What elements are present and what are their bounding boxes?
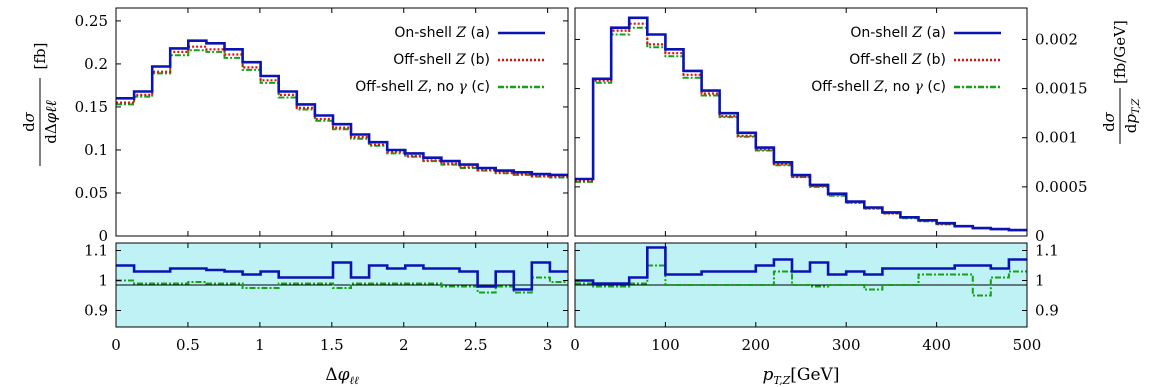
legend-right: On-shell Z (a) Off-shell Z (b) Off-shell… bbox=[811, 25, 1001, 95]
legend-label-no-gamma: Off-shell Z, no γ (c) bbox=[355, 79, 490, 95]
frame-main-right bbox=[574, 7, 1028, 237]
frame-main-left bbox=[115, 7, 569, 237]
xtick-label: 500 bbox=[1013, 336, 1042, 354]
xtick-label: 200 bbox=[741, 336, 770, 354]
series-main-right-1 bbox=[575, 22, 1027, 232]
svg-text:[fb]: [fb] bbox=[31, 43, 49, 70]
legend-label-no-gamma: Off-shell Z, no γ (c) bbox=[811, 79, 946, 95]
y-axis-label-right: dσ dpT,Z [fb/GeV] bbox=[1100, 20, 1142, 144]
ytick-label: 0.002 bbox=[1035, 30, 1078, 48]
ytick-label: 0.2 bbox=[84, 55, 108, 73]
ytick-label: 1 bbox=[98, 272, 108, 290]
series-main-left-2 bbox=[116, 49, 568, 179]
series-main-right-2 bbox=[575, 26, 1027, 232]
ytick-label: 0.9 bbox=[1035, 302, 1059, 320]
ytick-label: 0.05 bbox=[75, 184, 108, 202]
xtick-label: 3 bbox=[543, 336, 553, 354]
xtick-label: 2 bbox=[399, 336, 409, 354]
tick-layer: 0 0.05 0.1 0.15 0.2 0.25 0 0.0005 0.001 0.0015 0.0… bbox=[75, 8, 1088, 354]
series-main-left-0 bbox=[116, 39, 568, 177]
svg-text:dpT,Z: dpT,Z bbox=[1122, 98, 1142, 134]
xtick-label: 2.5 bbox=[464, 336, 488, 354]
ytick-label: 0.0015 bbox=[1035, 80, 1088, 98]
ytick-label: 0.9 bbox=[84, 302, 108, 320]
series-main-left-1 bbox=[116, 45, 568, 178]
frame-ratio-right bbox=[574, 242, 1028, 328]
x-axis-label-left: Δφℓℓ bbox=[325, 365, 359, 387]
xtick-label: 0 bbox=[111, 336, 121, 354]
legend-label-off-shell: Off-shell Z (b) bbox=[393, 52, 490, 68]
series-ratio-left-1 bbox=[116, 276, 568, 294]
xtick-label: 100 bbox=[651, 336, 680, 354]
svg-text:dΔφℓℓ: dΔφℓℓ bbox=[42, 100, 60, 143]
ytick-label: 0.0005 bbox=[1035, 178, 1088, 196]
xtick-label: 0.5 bbox=[176, 336, 200, 354]
svg-text:dσ: dσ bbox=[20, 111, 38, 132]
ytick-label: 0 bbox=[98, 227, 108, 245]
ytick-label: 0.25 bbox=[75, 12, 108, 30]
y-axis-label-left: dσ dΔφℓℓ [fb] bbox=[20, 43, 60, 166]
ytick-label: 0.001 bbox=[1035, 129, 1078, 147]
frame-ratio-left bbox=[115, 242, 569, 328]
legend-left: On-shell Z (a) Off-shell Z (b) Off-shell… bbox=[355, 25, 545, 95]
ytick-label: 0.1 bbox=[84, 141, 108, 159]
plot-layer bbox=[116, 16, 1027, 297]
series-ratio-right-0 bbox=[575, 246, 1027, 285]
xtick-label: 0 bbox=[570, 336, 580, 354]
legend-label-on-shell: On-shell Z (a) bbox=[850, 25, 946, 41]
legend-label-off-shell: Off-shell Z (b) bbox=[849, 52, 946, 68]
svg-text:dσ: dσ bbox=[1100, 111, 1118, 132]
svg-text:[fb/GeV]: [fb/GeV] bbox=[1111, 20, 1129, 84]
ytick-label: 1 bbox=[1035, 272, 1045, 290]
ytick-label: 1.1 bbox=[1035, 242, 1059, 260]
ytick-label: 0.15 bbox=[75, 98, 108, 116]
series-ratio-left-0 bbox=[116, 261, 568, 291]
xtick-label: 300 bbox=[832, 336, 861, 354]
series-main-right-0 bbox=[575, 16, 1027, 232]
ytick-label: 1.1 bbox=[84, 242, 108, 260]
xtick-label: 1 bbox=[255, 336, 265, 354]
legend-label-on-shell: On-shell Z (a) bbox=[394, 25, 490, 41]
x-axis-label-right: pT,Z[GeV] bbox=[763, 365, 840, 387]
ytick-label: 0 bbox=[1035, 227, 1045, 245]
xtick-label: 400 bbox=[922, 336, 951, 354]
xtick-label: 1.5 bbox=[320, 336, 344, 354]
